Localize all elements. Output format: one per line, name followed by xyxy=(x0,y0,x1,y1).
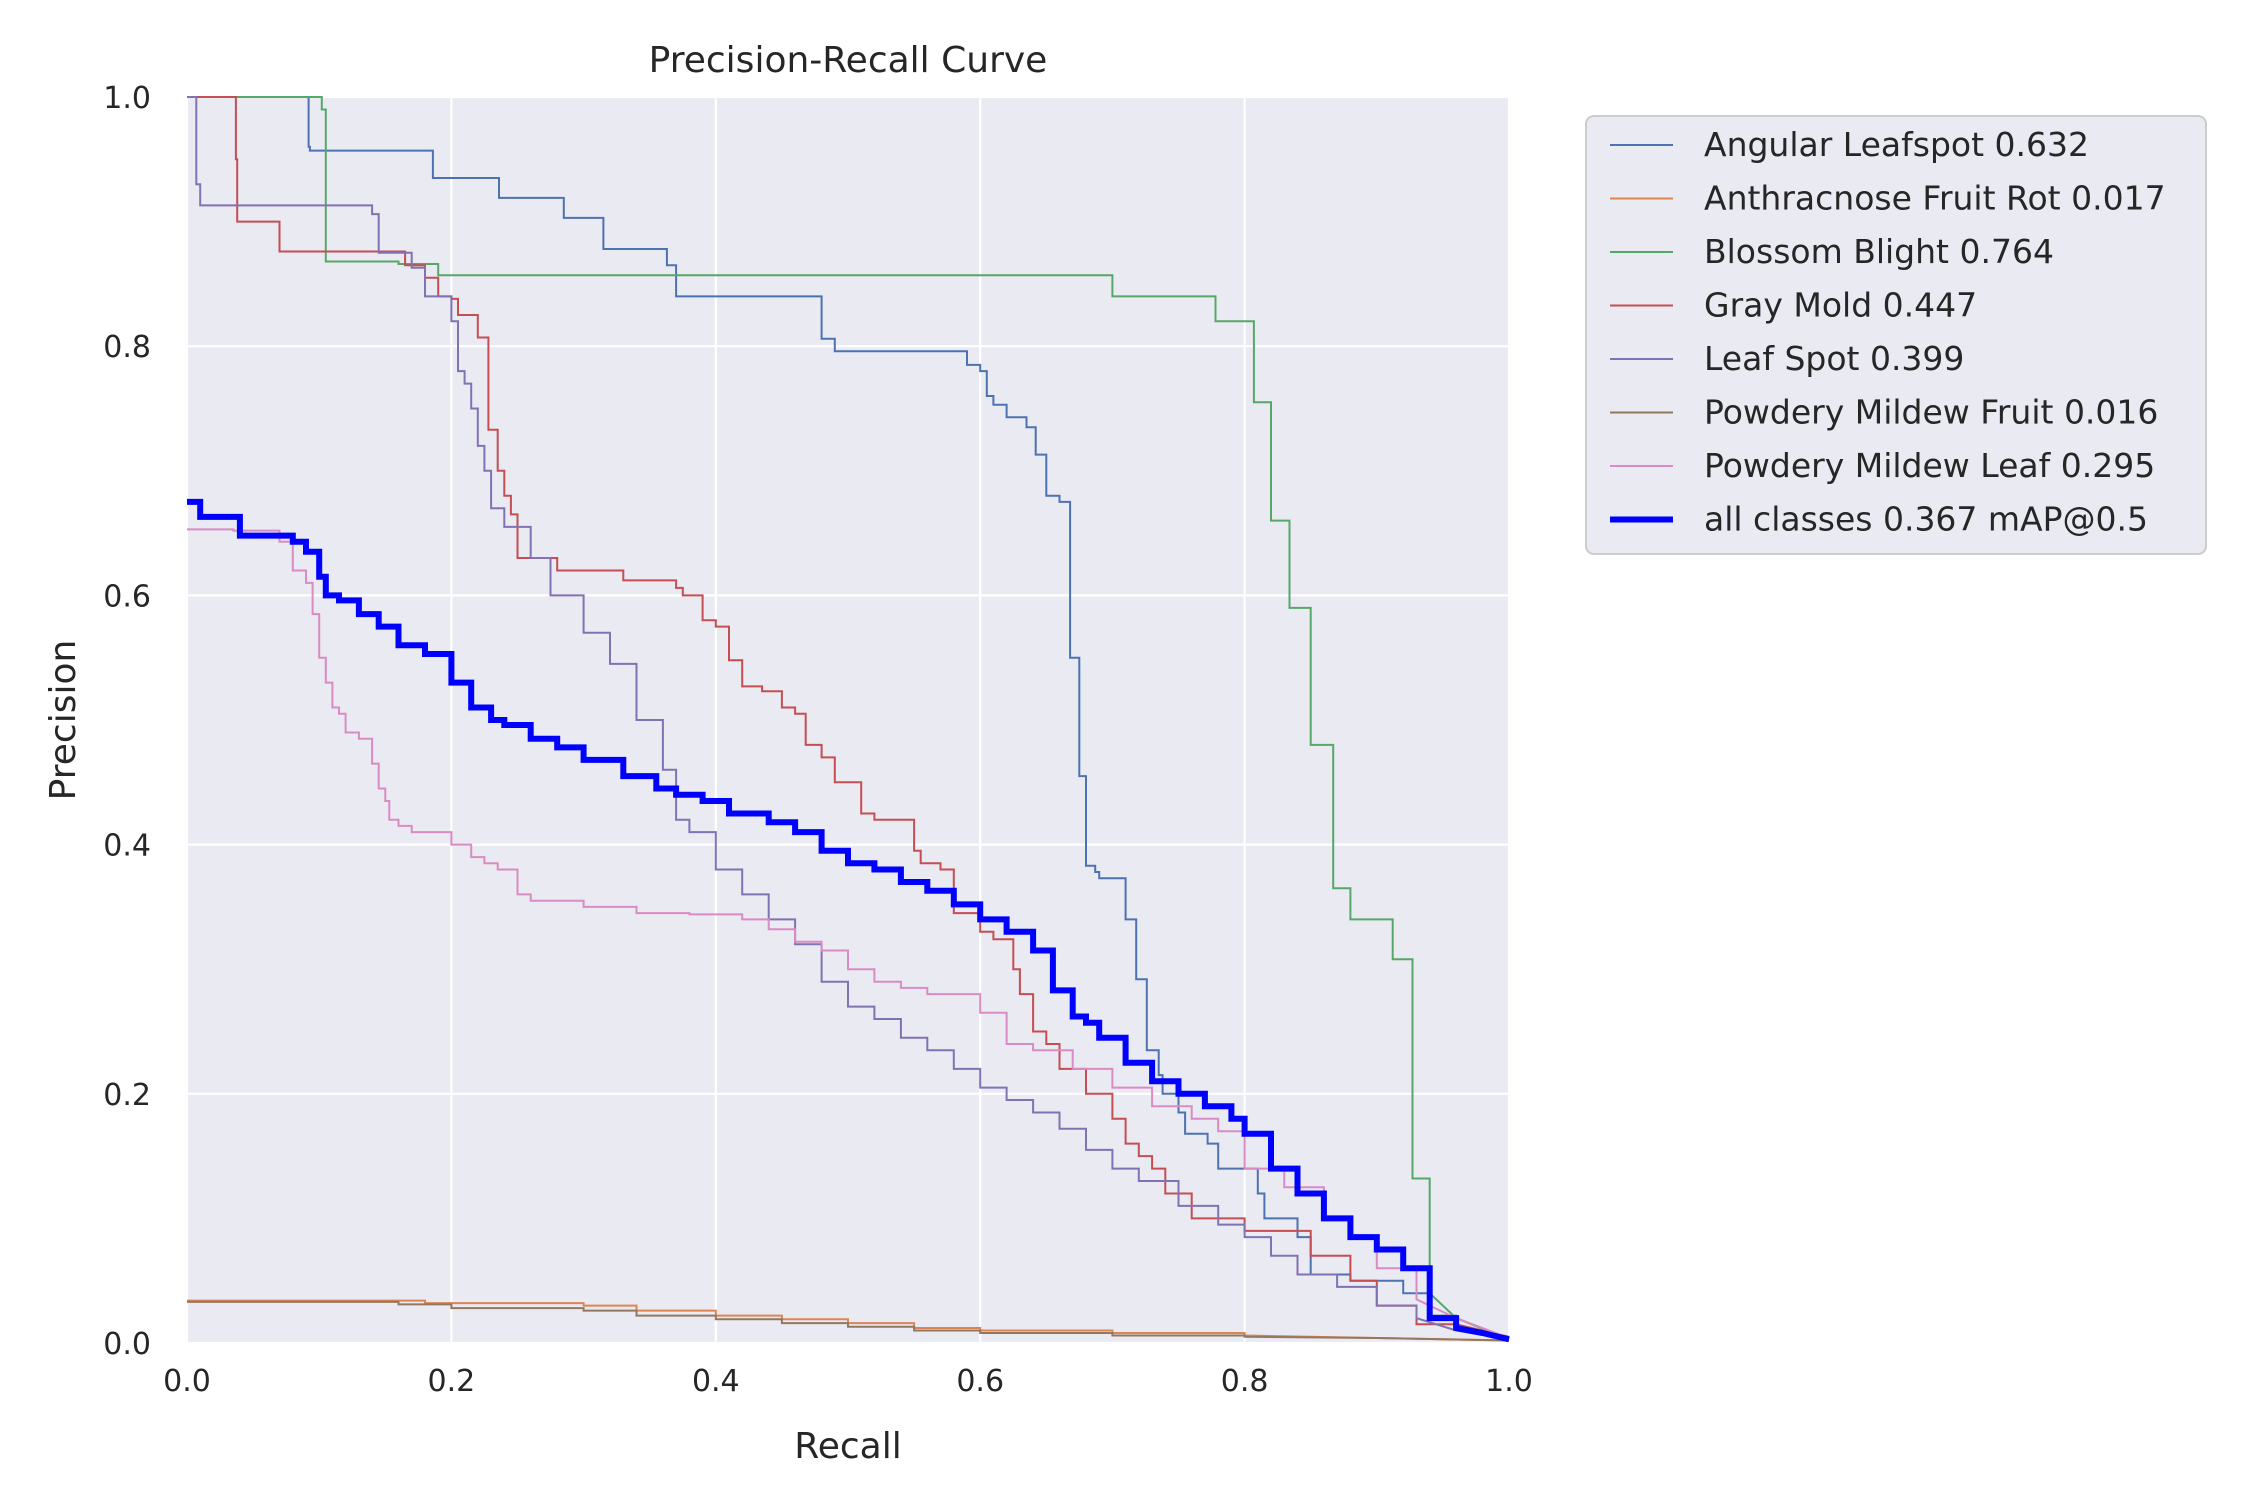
x-tick-label: 0.0 xyxy=(163,1364,211,1399)
y-tick-label: 1.0 xyxy=(103,81,151,116)
x-tick-label: 0.8 xyxy=(1221,1364,1269,1399)
x-tick-label: 0.4 xyxy=(692,1364,740,1399)
x-axis-title: Recall xyxy=(794,1426,901,1467)
legend-label: Powdery Mildew Fruit 0.016 xyxy=(1704,393,2158,432)
x-tick-label: 1.0 xyxy=(1485,1364,1533,1399)
y-tick-label: 0.6 xyxy=(103,579,151,614)
series-line-7 xyxy=(187,498,1510,1343)
series-lines xyxy=(187,96,1510,1343)
legend-label: all classes 0.367 mAP@0.5 xyxy=(1704,500,2148,539)
legend: Angular Leafspot 0.632 Anthracnose Fruit … xyxy=(1585,115,2207,555)
series-line-6 xyxy=(187,528,1510,1339)
legend-label: Blossom Blight 0.764 xyxy=(1704,232,2054,271)
legend-label: Angular Leafspot 0.632 xyxy=(1704,125,2089,164)
series-line-4 xyxy=(187,96,1510,1341)
series-line-0 xyxy=(187,96,1510,1341)
chart-title: Precision-Recall Curve xyxy=(649,40,1048,81)
legend-label: Gray Mold 0.447 xyxy=(1704,286,1977,325)
y-tick-label: 0.4 xyxy=(103,829,151,864)
y-tick-label: 0.0 xyxy=(103,1327,151,1362)
legend-label: Leaf Spot 0.399 xyxy=(1704,339,1964,378)
legend-label: Anthracnose Fruit Rot 0.017 xyxy=(1704,179,2166,218)
series-line-3 xyxy=(187,96,1510,1338)
plot-background xyxy=(187,97,1509,1343)
x-tick-label: 0.6 xyxy=(956,1364,1004,1399)
tick-labels: 0.0 0.2 0.4 0.6 0.8 1.0 0.0 0.2 0.4 0.6 0.8 1.0 xyxy=(103,81,1533,1399)
legend-label: Powdery Mildew Leaf 0.295 xyxy=(1704,446,2155,485)
series-line-5 xyxy=(187,1300,1510,1342)
y-tick-label: 0.2 xyxy=(103,1078,151,1113)
y-axis-title: Precision xyxy=(43,640,84,801)
series-line-1 xyxy=(187,1299,1510,1342)
x-tick-label: 0.2 xyxy=(428,1364,476,1399)
series-line-2 xyxy=(187,96,1510,1341)
legend-box xyxy=(1585,115,2207,555)
y-tick-label: 0.8 xyxy=(103,330,151,365)
